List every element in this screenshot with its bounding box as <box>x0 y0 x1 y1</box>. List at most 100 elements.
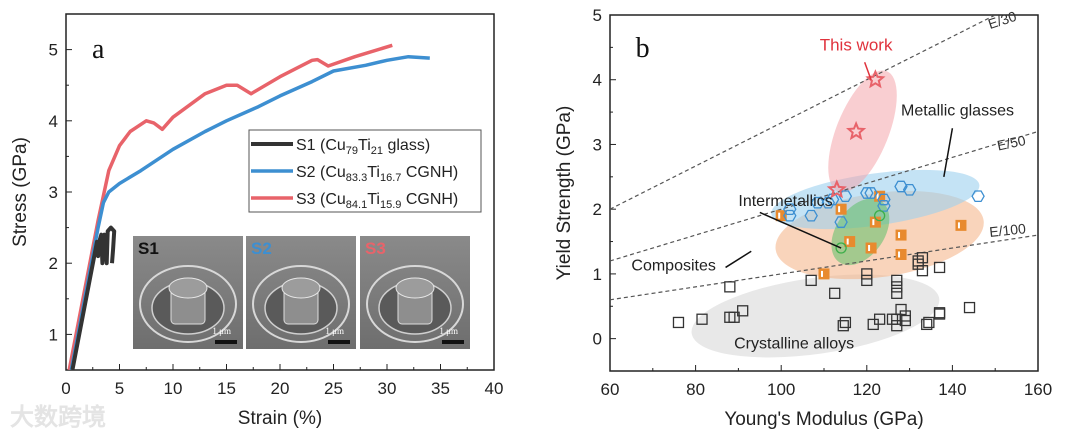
reference-line-label: E/100 <box>988 220 1026 240</box>
y-tick-label: 5 <box>49 41 58 60</box>
sem-ring <box>252 265 350 343</box>
marker-highlight <box>868 245 871 252</box>
marker-fill <box>775 210 787 222</box>
data-point-crystalline-alloys <box>837 320 849 332</box>
annotation-composites: Composites <box>631 258 715 275</box>
marker-highlight <box>898 251 901 258</box>
sem-pillar-top <box>395 277 435 299</box>
y-tick-label: 3 <box>593 135 602 154</box>
reference-line-label: E/30 <box>986 8 1019 32</box>
legend: S1 (Cu79Ti21 glass)S2 (Cu83.3Ti16.7 CGNH… <box>248 129 482 213</box>
legend-text: Ti <box>358 137 371 154</box>
scale-bar-label: 1 μm <box>325 326 344 336</box>
data-point-metallic-glasses <box>783 209 797 222</box>
subscript: 79 <box>346 145 358 157</box>
legend-text: Ti <box>367 164 380 181</box>
y-axis-label: Yield Strength (GPa) <box>554 106 575 281</box>
region-crystalline <box>691 274 940 358</box>
x-tick-label: 60 <box>601 380 620 399</box>
data-point-metallic-glasses <box>877 193 891 206</box>
marker-highlight <box>872 219 875 226</box>
data-point-crystalline-alloys <box>724 281 736 293</box>
legend-text: Ti <box>367 191 380 208</box>
plot-area <box>610 15 1038 358</box>
sem-inset-s3: S3 1 μm <box>360 236 470 349</box>
marker-fill <box>844 236 856 248</box>
scale-bar <box>442 340 464 344</box>
legend-text: glass) <box>383 137 430 154</box>
x-tick-label: 30 <box>378 379 397 398</box>
sem-inset-s1: S1 1 μm <box>133 236 243 349</box>
data-point-composites <box>844 236 856 248</box>
data-point-intermetallics <box>835 242 847 254</box>
sem-label: S3 <box>365 239 386 258</box>
marker-highlight <box>846 238 849 245</box>
marker-highlight <box>898 232 901 239</box>
data-point-crystalline-alloys <box>916 252 929 264</box>
data-point-crystalline-alloys <box>737 305 749 317</box>
legend-text: S1 (Cu <box>296 137 346 154</box>
annotation-metallic-glasses: Metallic glasses <box>901 102 1014 119</box>
x-tick-label: 35 <box>431 379 450 398</box>
data-point-intermetallics <box>873 210 886 222</box>
data-point-composites <box>955 219 967 231</box>
annotation-arrow <box>863 61 872 80</box>
scale-bar-label: 1 μm <box>212 326 231 336</box>
marker-highlight <box>778 212 781 219</box>
data-point-crystalline-alloys <box>728 311 740 323</box>
subscript: 21 <box>371 145 383 157</box>
x-tick-label: 100 <box>767 380 795 399</box>
y-tick-label: 1 <box>49 325 58 344</box>
x-tick-label: 25 <box>324 379 343 398</box>
subscript: 15.9 <box>380 199 401 211</box>
legend-label-s2: S2 (Cu83.3Ti16.7 CGNH) <box>296 164 458 184</box>
sem-inset-s2: S2 1 μm <box>246 236 356 349</box>
y-tick-label: 0 <box>593 330 602 349</box>
sem-ring <box>366 265 464 343</box>
data-point-crystalline-alloys <box>873 313 886 325</box>
subscript: 83.3 <box>346 172 367 184</box>
marker-fill <box>895 229 907 241</box>
subscript: 16.7 <box>380 172 401 184</box>
legend-label-s3: S3 (Cu84.1Ti15.9 CGNH) <box>296 191 458 211</box>
marker-fill <box>895 248 907 260</box>
marker-fill <box>835 203 847 215</box>
data-point-this-work <box>846 120 867 141</box>
x-axis-label: Strain (%) <box>238 408 322 429</box>
x-tick-label: 0 <box>61 379 70 398</box>
data-point-crystalline-alloys <box>891 274 903 287</box>
x-tick-label: 15 <box>217 379 236 398</box>
data-point-composites <box>895 229 907 241</box>
x-tick-label: 20 <box>271 379 290 398</box>
y-tick-label: 2 <box>49 254 58 273</box>
scale-bar-label: 1 μm <box>439 326 458 336</box>
data-point-crystalline-alloys <box>899 314 911 327</box>
marker-highlight <box>838 206 841 213</box>
reference-line-e-100 <box>610 234 1038 301</box>
x-axis-label: Young's Modulus (GPa) <box>724 409 923 430</box>
x-tick-label: 5 <box>115 379 124 398</box>
x-tick-label: 120 <box>853 380 881 399</box>
x-tick-label: 40 <box>485 379 504 398</box>
data-point-composites <box>865 242 877 254</box>
region-this-work <box>828 70 897 193</box>
legend-text: S3 (Cu <box>296 191 346 208</box>
y-tick-label: 2 <box>593 200 602 219</box>
panel-a: 0 5 10 15 20 25 30 35 40 1 2 3 4 5 Strain (%) Stress (G… <box>10 13 504 429</box>
data-point-metallic-glasses <box>877 200 891 212</box>
annotation-intermetallics: Intermetallics <box>738 193 832 210</box>
series-line-s1 <box>70 225 117 370</box>
data-point-crystalline-alloys <box>933 261 946 274</box>
x-tick-label: 140 <box>938 380 966 399</box>
x-tick-label: 160 <box>1024 380 1052 399</box>
data-point-composites <box>895 248 907 260</box>
scale-bar <box>215 340 237 344</box>
data-point-composites <box>818 268 830 280</box>
data-point-crystalline-alloys <box>891 281 903 293</box>
marker-highlight <box>957 222 960 229</box>
panel-label: a <box>92 34 105 65</box>
data-point-crystalline-alloys <box>672 316 685 329</box>
data-point-metallic-glasses <box>834 216 848 228</box>
data-point-crystalline-alloys <box>696 313 708 325</box>
sem-label: S1 <box>138 239 159 258</box>
